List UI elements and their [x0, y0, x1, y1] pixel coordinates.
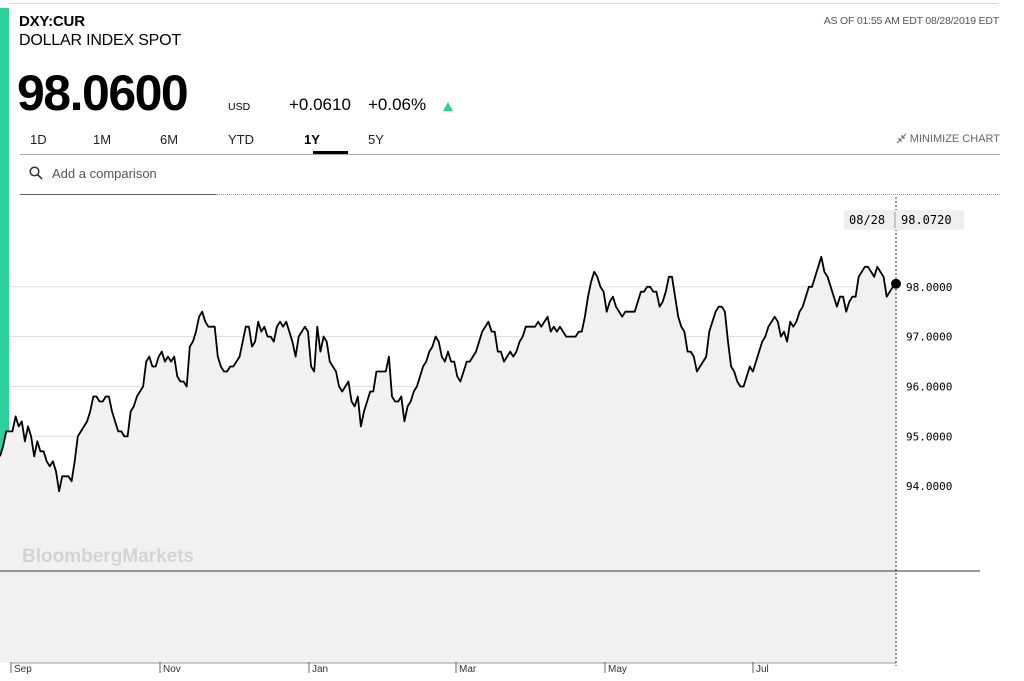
- security-name: DOLLAR INDEX SPOT: [19, 32, 181, 49]
- watermark-logo: BloombergMarkets: [22, 546, 194, 567]
- tab-ytd[interactable]: YTD: [228, 132, 254, 147]
- x-tick-label: Mar: [459, 664, 477, 675]
- price-line: [0, 255, 897, 493]
- comparison-search: [20, 160, 216, 195]
- x-tick-label: Jul: [756, 664, 769, 675]
- minimize-chart-label: MINIMIZE CHART: [909, 133, 1000, 145]
- x-tick-label: May: [608, 664, 627, 675]
- up-arrow-icon: [443, 102, 453, 111]
- accent-bar: [0, 8, 9, 492]
- tab-5y[interactable]: 5Y: [368, 132, 384, 147]
- tab-6m[interactable]: 6M: [160, 132, 179, 147]
- minimize-icon: [896, 133, 907, 144]
- percent-change: +0.06%: [368, 95, 427, 114]
- x-tick-label: Jan: [312, 664, 328, 675]
- y-tick-label: 98.0000: [906, 281, 952, 294]
- ticker-symbol: DXY:CUR: [19, 13, 85, 30]
- tab-1y[interactable]: 1Y: [304, 132, 320, 147]
- y-tick-label: 97.0000: [906, 331, 952, 344]
- volume-panel: [0, 571, 896, 663]
- tooltip-value: 98.0720: [901, 213, 952, 227]
- top-divider: [9, 3, 998, 4]
- comparison-search-input[interactable]: [50, 165, 214, 182]
- y-tick-label: 96.0000: [906, 380, 952, 393]
- active-tab-indicator: [313, 151, 348, 154]
- tooltip-box: [844, 210, 964, 230]
- last-price: 98.0600: [17, 65, 189, 121]
- price-area: [0, 256, 896, 571]
- currency-label: USD: [228, 101, 251, 113]
- as-of-timestamp: AS OF 01:55 AM EDT 08/28/2019 EDT: [823, 15, 1000, 27]
- time-range-tabs: 1D 1M 6M YTD 1Y 5Y MINIMIZE CHART: [20, 126, 1000, 155]
- last-price-marker: [891, 278, 901, 289]
- search-icon: [29, 166, 43, 180]
- tab-1d[interactable]: 1D: [30, 132, 47, 147]
- y-tick-label: 94.0000: [906, 480, 952, 493]
- dotted-divider: [216, 194, 1000, 195]
- y-tick-label: 95.0000: [906, 430, 952, 443]
- tab-1m[interactable]: 1M: [93, 132, 112, 147]
- tooltip-date: 08/28: [849, 213, 885, 227]
- minimize-chart-button[interactable]: MINIMIZE CHART: [896, 133, 1000, 145]
- price-change: +0.0610: [289, 95, 351, 114]
- x-tick-label: Nov: [163, 664, 181, 675]
- x-tick-label: Sep: [14, 664, 32, 675]
